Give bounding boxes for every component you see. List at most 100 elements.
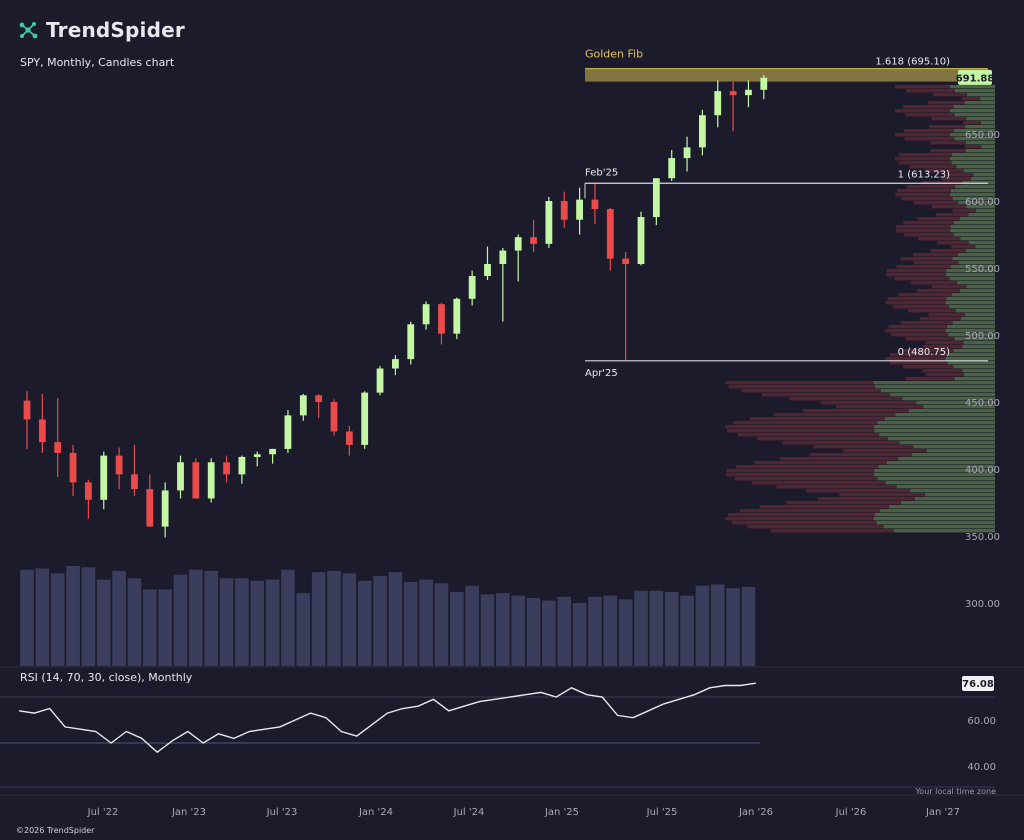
volume-profile-bar-down <box>937 241 969 245</box>
volume-profile-bar-up <box>950 157 995 161</box>
volume-profile-bar-up <box>945 301 995 305</box>
volume-profile-bar-up <box>886 461 995 465</box>
volume-profile-bar-down <box>885 329 946 333</box>
volume-bar <box>695 585 710 666</box>
volume-profile-bar-down <box>786 501 902 505</box>
candle-down <box>54 442 62 453</box>
volume-profile-bar-up <box>885 481 995 485</box>
volume-profile-bar-up <box>965 313 995 317</box>
volume-bar <box>450 591 464 666</box>
volume-profile-bar-up <box>954 377 995 381</box>
volume-bar <box>403 582 418 666</box>
volume-profile-bar-down <box>813 445 914 449</box>
volume-profile-bar-down <box>961 97 981 101</box>
volume-bar <box>726 588 740 666</box>
volume-profile-bar-up <box>955 309 995 313</box>
volume-profile-bar-down <box>912 253 959 257</box>
volume-profile-bar-up <box>961 317 995 321</box>
volume-profile-bar-down <box>726 469 875 473</box>
volume-profile-bar-down <box>903 365 954 369</box>
volume-profile-bar-up <box>884 417 995 421</box>
volume-profile-bar-up <box>899 441 995 445</box>
volume-profile-bar-up <box>968 241 995 245</box>
candle-up <box>100 455 108 500</box>
candle-up <box>453 298 461 334</box>
volume-profile-bar-up <box>876 521 995 525</box>
fib-label-0: 0 (480.75) <box>898 347 950 358</box>
volume-profile-bar-up <box>894 529 995 533</box>
volume-profile-bar-down <box>895 225 951 229</box>
volume-profile-bar-up <box>883 525 995 529</box>
volume-profile-bar-up <box>963 341 995 345</box>
y-tick-label: 600.00 <box>965 197 1000 208</box>
volume-bar <box>511 595 525 666</box>
volume-profile-bar-up <box>953 349 995 353</box>
volume-profile-bar-up <box>975 245 995 249</box>
volume-profile-bar-up <box>950 229 995 233</box>
volume-profile-bar-up <box>962 345 995 349</box>
volume-profile-bar-up <box>962 369 995 373</box>
volume-bar <box>588 596 602 666</box>
volume-bar <box>81 567 96 666</box>
volume-profile-bar-up <box>953 221 995 225</box>
volume-profile-bar-up <box>880 389 995 393</box>
volume-profile-bar-up <box>975 209 995 213</box>
volume-profile-bar-down <box>892 305 949 309</box>
volume-profile-bar-up <box>950 85 995 89</box>
candle-up <box>683 147 691 159</box>
volume-profile-bar-down <box>820 401 917 405</box>
volume-profile-bar-down <box>910 281 958 285</box>
volume-profile-bar-up <box>951 293 995 297</box>
y-tick-label: 650.00 <box>965 130 1000 141</box>
volume-bar <box>127 578 142 666</box>
volume-profile-bar-up <box>874 429 995 433</box>
volume-profile-bar-down <box>759 505 890 509</box>
candle-up <box>407 324 415 360</box>
volume-profile-bar-up <box>953 105 995 109</box>
fib-anchor-low-label: Apr'25 <box>585 368 618 379</box>
volume-profile-bar-up <box>877 477 995 481</box>
volume-profile <box>725 85 995 533</box>
x-tick-label: Jul '26 <box>835 807 867 818</box>
y-tick-label: 400.00 <box>965 465 1000 476</box>
volume-profile-bar-down <box>931 285 967 289</box>
volume-profile-bar-up <box>895 413 995 417</box>
volume-profile-bar-up <box>958 261 995 265</box>
volume-profile-bar-up <box>950 109 995 113</box>
candle-up <box>269 448 276 455</box>
candle-up <box>422 304 430 325</box>
volume-profile-bar-up <box>901 501 995 505</box>
volume-profile-bar-down <box>886 269 947 273</box>
volume-bar <box>373 575 387 666</box>
volume-bar <box>572 603 587 666</box>
candle-up <box>514 237 522 251</box>
volume-bar <box>250 580 265 666</box>
volume-profile-bar-down <box>901 197 953 201</box>
volume-profile-bar-down <box>725 473 874 477</box>
volume-profile-bar-down <box>895 109 951 113</box>
volume-profile-bar-down <box>779 457 899 461</box>
rsi-line <box>18 682 756 754</box>
volume-profile-bar-up <box>953 233 995 237</box>
volume-profile-bar-up <box>945 357 995 361</box>
volume-profile-bar-up <box>924 493 995 497</box>
volume-profile-bar-down <box>952 209 976 213</box>
volume-bar <box>480 594 495 666</box>
timezone-note[interactable]: Your local time zone <box>915 787 996 796</box>
volume-profile-bar-up <box>954 337 995 341</box>
volume-bar <box>419 579 433 666</box>
candle-up <box>161 490 169 527</box>
volume-bar <box>20 569 34 666</box>
volume-profile-bar-down <box>803 409 909 413</box>
volume-profile-bar-up <box>948 305 995 309</box>
volume-profile-bar-up <box>889 505 995 509</box>
volume-profile-bar-down <box>728 385 876 389</box>
volume-profile-bar-down <box>782 441 900 445</box>
volume-profile-bar-up <box>875 385 995 389</box>
volume-bar <box>158 589 172 666</box>
volume-profile-bar-down <box>894 277 950 281</box>
golden-fib-label: Golden Fib <box>585 48 643 61</box>
fib-anchor-high-label: Feb'25 <box>585 167 618 178</box>
volume-profile-bar-down <box>932 93 968 97</box>
